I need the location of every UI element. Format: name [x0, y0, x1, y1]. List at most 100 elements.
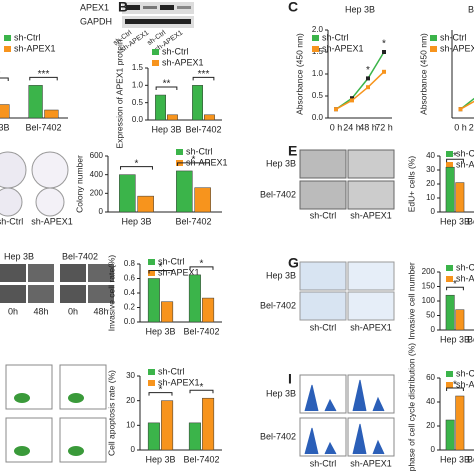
y-axis-label: Expression of APEX1 protein: [114, 39, 124, 148]
bar: [0, 104, 10, 119]
x-tick-label: 24 h: [469, 122, 474, 132]
significance-bracket: [189, 266, 214, 270]
point: [350, 98, 354, 103]
blot-band: [160, 5, 174, 10]
point: [334, 107, 338, 112]
line: [460, 100, 474, 110]
legend-label: sh-APEX1: [456, 159, 474, 169]
significance-label: *: [192, 155, 196, 166]
y-tick-label: 0.6: [124, 274, 136, 283]
label: sh-APEX1: [350, 210, 392, 220]
edu-image: [299, 149, 347, 179]
edu-image: [299, 180, 347, 210]
legend-swatch: [446, 382, 453, 388]
x-tick-label: Hep 3B: [145, 454, 175, 464]
x-tick-label: Bel-7402: [175, 216, 211, 226]
bar: [155, 94, 166, 121]
x-tick-label: 0 h: [330, 122, 343, 132]
bar: [455, 182, 465, 213]
y-tick-label: 50: [426, 311, 435, 320]
y-tick-label: 0: [99, 207, 104, 216]
bar: [119, 174, 136, 213]
legend-swatch: [152, 60, 159, 66]
apoptosis-cloud: [14, 393, 30, 403]
y-tick-label: 0.4: [124, 288, 136, 297]
x-tick-label: Bel-7402: [183, 326, 219, 336]
label: 0h: [68, 306, 78, 316]
x-tick-label: Hep 3B: [145, 326, 175, 336]
legend-swatch: [446, 151, 453, 157]
significance-label: *: [159, 262, 163, 273]
x-tick-label: Hep 3B: [151, 124, 181, 134]
bar: [202, 297, 215, 323]
panel-letter: G: [288, 255, 299, 271]
x-tick-label: Bel-7402: [183, 454, 219, 464]
label: Bel-7402: [260, 300, 296, 310]
wound-image: [0, 285, 26, 303]
significance-bracket: [446, 158, 464, 163]
label: Bel-7402: [260, 431, 296, 441]
significance-bracket: [177, 162, 210, 166]
bar: [147, 278, 160, 323]
point: [458, 107, 463, 112]
y-tick-label: 0.2: [124, 303, 136, 312]
x-tick-label: Hep 3B: [0, 122, 10, 132]
apoptosis-cloud: [68, 446, 84, 456]
significance-bracket: [446, 286, 464, 291]
x-tick-label: 48 h: [359, 122, 377, 132]
y-tick-label: 2.0: [312, 25, 324, 34]
y-tick-label: 0: [431, 325, 436, 334]
legend-label: sh-APEX1: [440, 43, 474, 53]
wound-image: [88, 264, 114, 282]
significance-label: *: [200, 259, 204, 270]
y-tick-label: 40: [426, 151, 435, 160]
y-tick-label: 10: [126, 420, 135, 429]
significance-label: ***: [38, 69, 50, 80]
blot-band: [143, 6, 157, 9]
legend-label: sh-APEX1: [186, 157, 228, 167]
line: [460, 97, 474, 110]
y-tick-label: 0.5: [132, 98, 144, 107]
y-tick-label: 30: [126, 371, 135, 380]
y-axis-label: Absorbance (450 nm): [294, 33, 304, 115]
y-axis-label: EdU+ cells (%): [406, 156, 416, 213]
significance-label: *: [382, 39, 386, 50]
y-tick-label: 20: [426, 179, 435, 188]
x-tick-label: Hep 3B: [440, 454, 470, 464]
bar: [161, 301, 174, 323]
label: sh-Ctrl: [310, 210, 337, 220]
label: 0h: [8, 306, 18, 316]
x-tick-label: 24 h: [343, 122, 361, 132]
significance-label: *: [159, 384, 163, 395]
legend-swatch: [430, 35, 437, 41]
chart-title: Hep 3B: [345, 4, 375, 14]
blot-band: [126, 5, 140, 10]
legend-swatch: [446, 276, 453, 282]
label: Hep 3B: [4, 251, 34, 261]
y-axis-label: Absorbance (450 nm): [418, 33, 428, 115]
legend-swatch: [4, 46, 11, 52]
significance-label: *: [453, 279, 457, 290]
y-tick-label: 60: [426, 373, 435, 382]
x-tick-label: 72 h: [375, 122, 393, 132]
legend-label: sh-Ctrl: [158, 256, 185, 266]
legend-swatch: [446, 265, 453, 271]
point: [382, 69, 386, 74]
y-tick-label: 0.5: [312, 91, 324, 100]
histogram: [352, 379, 385, 412]
bar: [188, 422, 201, 451]
bar: [192, 85, 203, 121]
label: 48h: [93, 306, 108, 316]
bar: [455, 395, 465, 451]
chart-title: Bel-7402: [468, 4, 474, 14]
significance-label: *: [366, 65, 370, 76]
transwell-image: [299, 261, 347, 291]
y-axis-label: G1 phase of cell cycle distribution (%): [406, 343, 416, 474]
wound-image: [0, 264, 26, 282]
y-tick-label: 0.8: [124, 259, 136, 268]
x-tick-label: Bel-7402: [25, 122, 61, 132]
label: Bel-7402: [260, 189, 296, 199]
y-tick-label: 1.5: [132, 63, 144, 72]
bar: [202, 397, 215, 451]
legend-label: sh-Ctrl: [456, 262, 474, 272]
